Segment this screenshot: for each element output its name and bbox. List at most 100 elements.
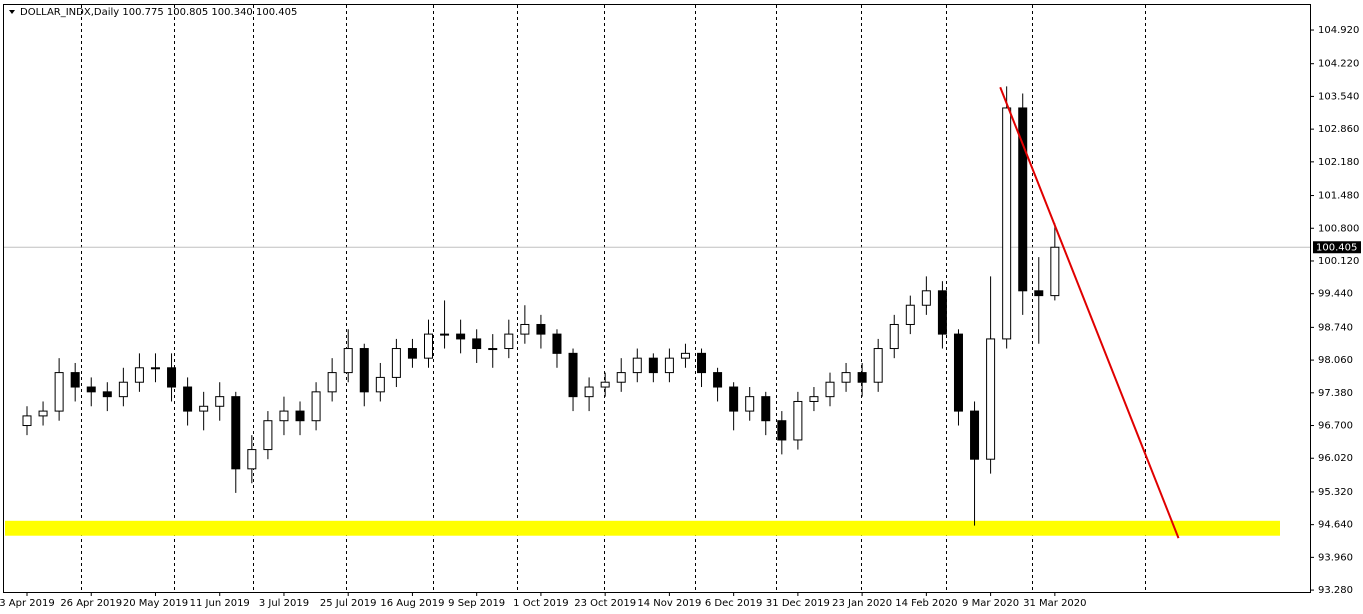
y-tick-label: 104.920: [1318, 25, 1359, 36]
candle-body: [54, 372, 64, 412]
x-tick-label: 1 Oct 2019: [513, 598, 568, 609]
candle-body: [1050, 246, 1060, 297]
candle-body: [568, 352, 578, 398]
x-tick-label: 16 Aug 2019: [380, 598, 444, 609]
candle-body: [343, 348, 353, 374]
candle-body: [970, 410, 980, 460]
candle-body: [215, 396, 225, 407]
candle-body: [22, 415, 32, 427]
candle-body: [986, 338, 996, 460]
candle-body: [937, 290, 947, 335]
candle-body: [504, 333, 514, 350]
chart-title: DOLLAR_INDX,Daily 100.775 100.805 100.34…: [20, 7, 297, 18]
candle-body: [279, 410, 289, 422]
y-tick-label: 103.540: [1318, 91, 1359, 102]
y-tick-label: 101.480: [1318, 191, 1359, 202]
x-tick-label: 31 Mar 2020: [1023, 598, 1086, 609]
candle-body: [857, 372, 867, 383]
x-tick-label: 23 Jan 2020: [832, 598, 892, 609]
candle-body: [70, 372, 80, 388]
x-tick-label: 14 Feb 2020: [895, 598, 957, 609]
candle-body: [761, 396, 771, 422]
y-tick-label: 100.800: [1318, 223, 1359, 234]
y-tick-label: 98.060: [1318, 355, 1353, 366]
last-price-box: [1313, 241, 1361, 254]
candle-body: [488, 348, 498, 351]
y-tick-label: 94.640: [1318, 520, 1353, 531]
candle-body: [745, 396, 755, 412]
y-tick-label: 102.860: [1318, 124, 1359, 135]
candle-body: [118, 381, 128, 398]
candle-body: [327, 372, 337, 393]
candle-body: [552, 333, 562, 354]
candle-body: [729, 386, 739, 412]
candle-body: [391, 348, 401, 378]
candle-body: [1018, 107, 1028, 292]
x-tick-label: 6 Dec 2019: [705, 598, 763, 609]
x-tick-label: 9 Mar 2020: [962, 598, 1019, 609]
candle-body: [536, 323, 546, 335]
candle-body: [134, 367, 144, 383]
y-tick-label: 93.280: [1318, 585, 1353, 596]
candle-body: [456, 333, 466, 340]
x-tick-label: 11 Jun 2019: [190, 598, 250, 609]
candle-body: [713, 372, 723, 388]
candle-body: [263, 420, 273, 451]
candle-body: [841, 372, 851, 383]
support-band: [5, 520, 1280, 536]
candle-body: [825, 381, 835, 398]
candle-body: [247, 449, 257, 470]
x-tick-label: 20 May 2019: [123, 598, 188, 609]
candle-body: [697, 352, 707, 374]
x-tick-label: 3 Jul 2019: [259, 598, 309, 609]
candle-body: [102, 391, 112, 398]
candle-body: [632, 357, 642, 374]
candle-body: [616, 372, 626, 383]
menu-triangle: [9, 10, 15, 14]
candle-body: [953, 333, 963, 412]
last-price-label: 100.405: [1316, 242, 1357, 253]
y-tick-label: 96.700: [1318, 421, 1353, 432]
y-tick-label: 96.020: [1318, 453, 1353, 464]
candle-body: [150, 367, 160, 370]
y-tick-label: 104.220: [1318, 59, 1359, 70]
y-tick-label: 99.440: [1318, 289, 1353, 300]
candle-body: [873, 348, 883, 383]
y-tick-label: 95.320: [1318, 487, 1353, 498]
y-tick-label: 93.960: [1318, 552, 1353, 563]
x-tick-label: 25 Jul 2019: [320, 598, 377, 609]
candle-body: [889, 323, 899, 350]
candle-body: [407, 348, 417, 359]
y-tick-label: 100.120: [1318, 256, 1359, 267]
candle-body: [295, 410, 305, 422]
candle-body: [664, 357, 674, 374]
candle-body: [359, 348, 369, 393]
candle-body: [584, 386, 594, 398]
candle-body: [1002, 107, 1012, 340]
candle-body: [600, 381, 610, 388]
candle-body: [440, 333, 450, 336]
candle-body: [1034, 290, 1044, 297]
y-tick-label: 98.740: [1318, 322, 1353, 333]
candle-body: [648, 357, 658, 374]
candle-body: [86, 386, 96, 393]
candle-body: [472, 338, 482, 350]
candle-body: [375, 376, 385, 393]
candle-body: [311, 391, 321, 422]
candle-body: [183, 386, 193, 412]
y-tick-label: 102.180: [1318, 157, 1359, 168]
x-tick-label: 31 Dec 2019: [766, 598, 830, 609]
candle-body: [424, 333, 433, 359]
candle-body: [199, 405, 209, 412]
candle-body: [809, 396, 819, 402]
candle-body: [520, 323, 530, 335]
trendline: [999, 86, 1180, 539]
x-tick-label: 3 Apr 2019: [0, 598, 55, 609]
x-tick-label: 14 Nov 2019: [637, 598, 701, 609]
y-tick-label: 97.380: [1318, 388, 1353, 399]
candle-body: [38, 410, 48, 417]
candle-body: [905, 304, 915, 325]
x-tick-label: 23 Oct 2019: [574, 598, 636, 609]
candle-body: [231, 396, 241, 470]
